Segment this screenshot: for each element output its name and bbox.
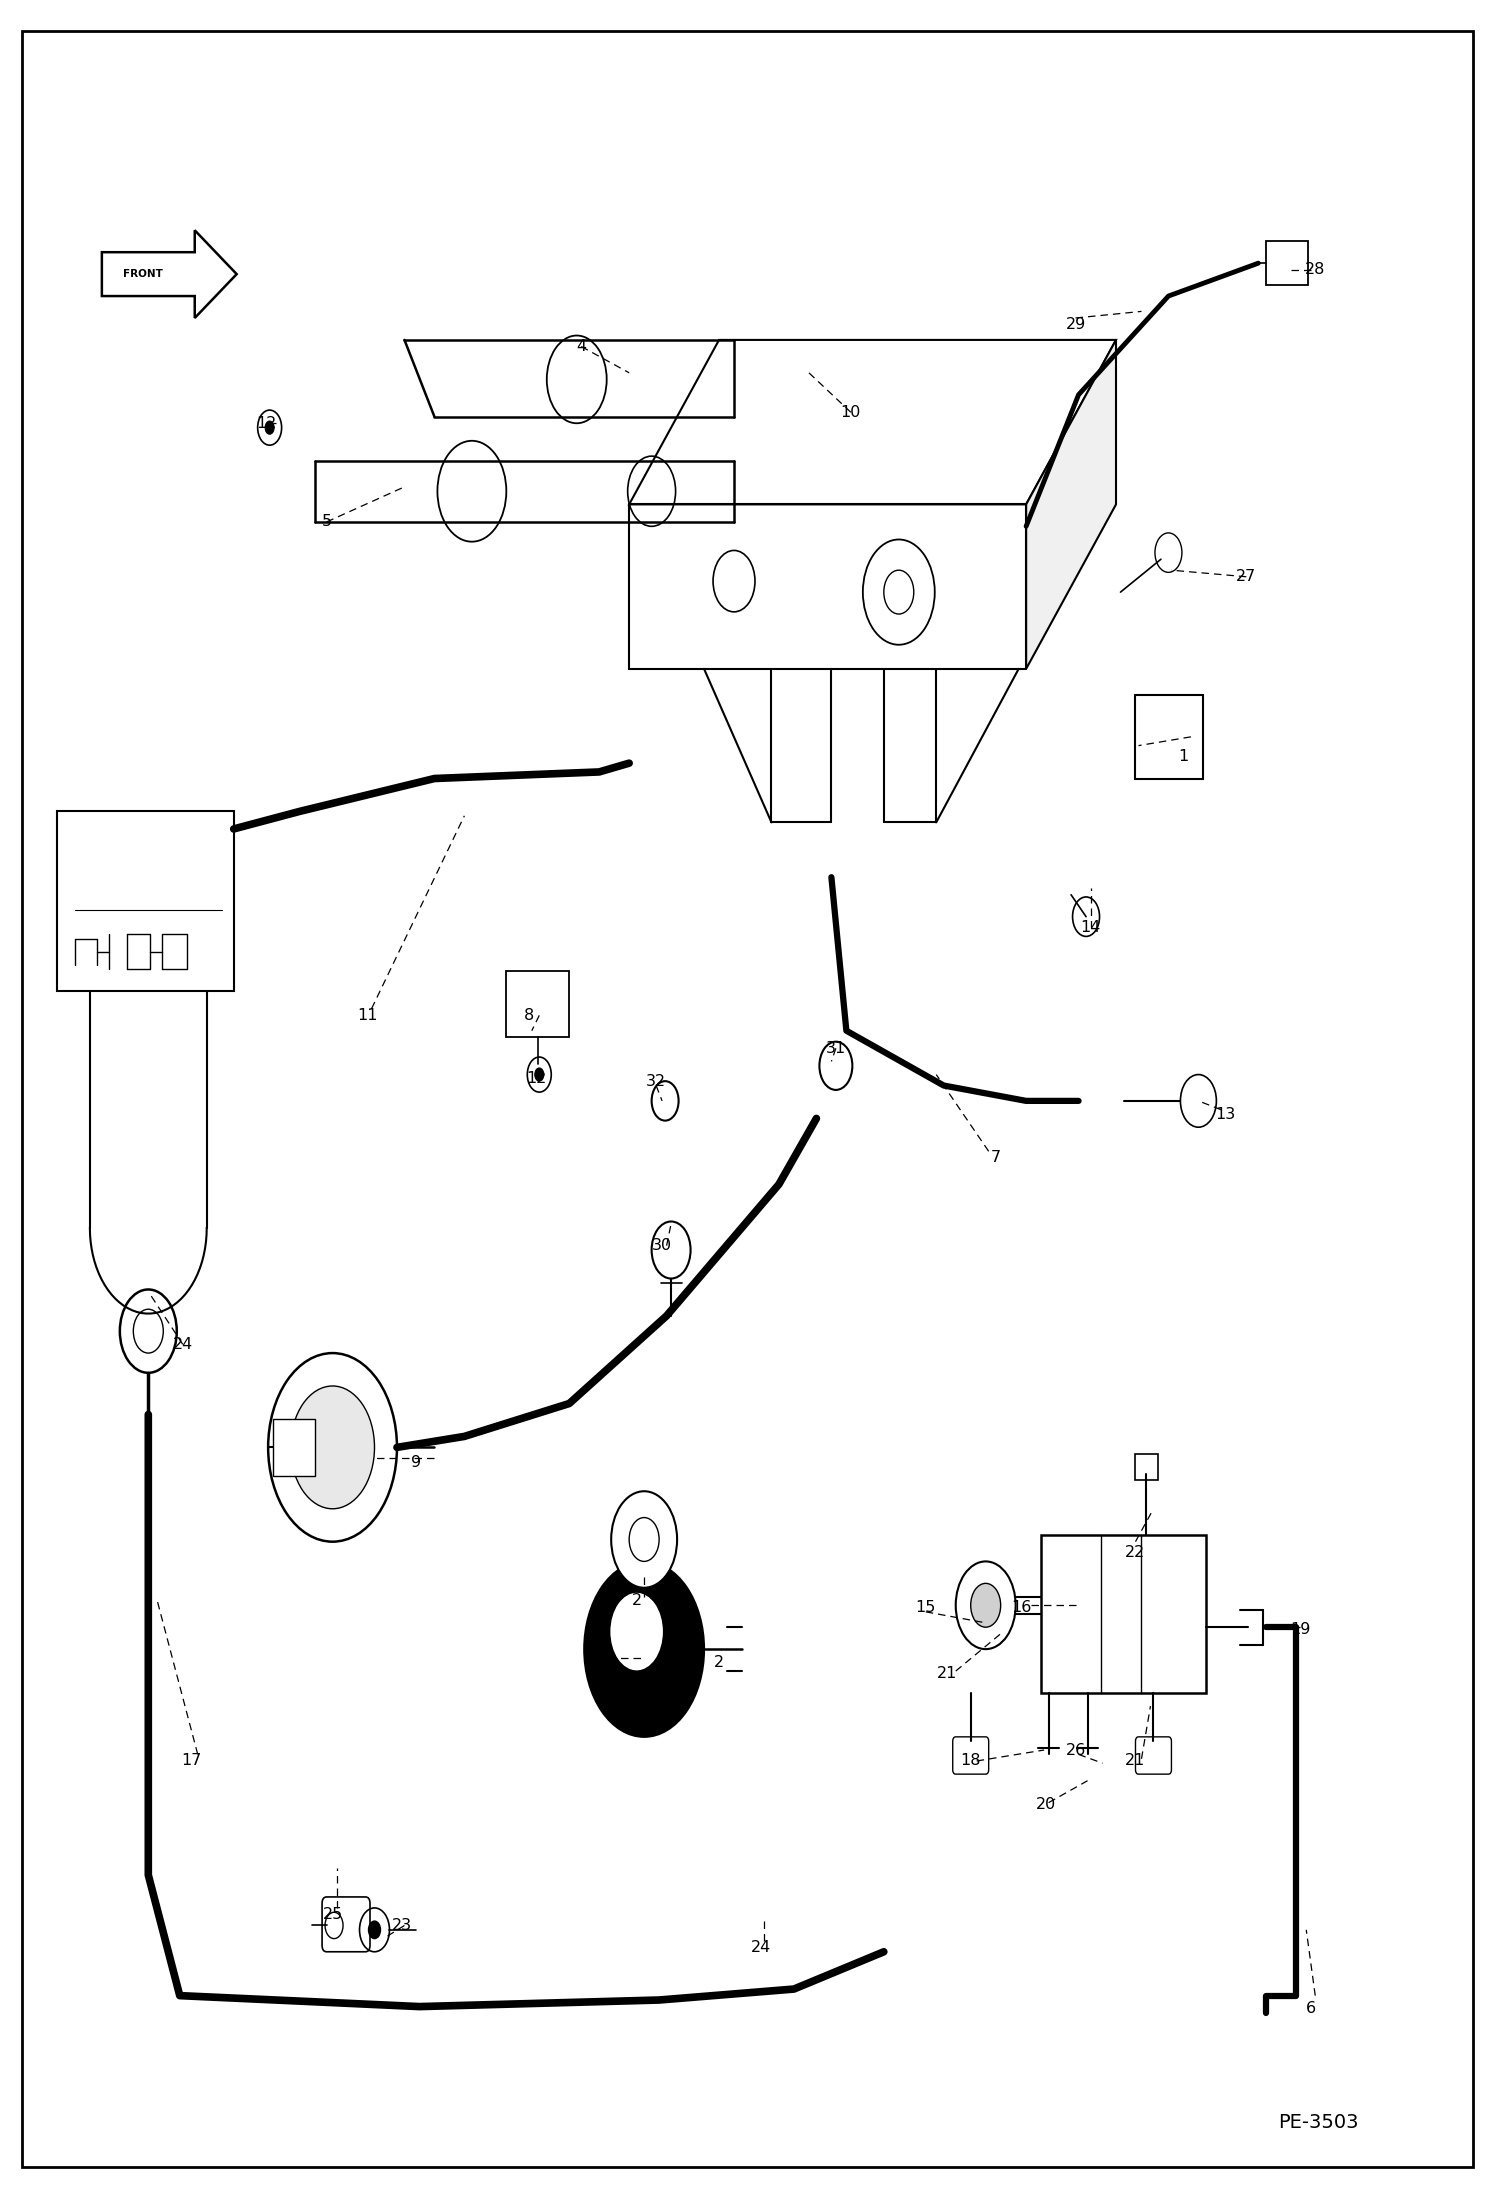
Text: 12: 12 bbox=[526, 1072, 547, 1086]
FancyBboxPatch shape bbox=[953, 1737, 989, 1774]
Text: 16: 16 bbox=[1011, 1601, 1032, 1614]
Text: 1: 1 bbox=[1179, 750, 1188, 763]
FancyBboxPatch shape bbox=[322, 1897, 370, 1952]
Text: 29: 29 bbox=[1065, 318, 1086, 331]
Text: 2: 2 bbox=[715, 1656, 724, 1669]
Circle shape bbox=[291, 1386, 374, 1509]
Text: 25: 25 bbox=[322, 1908, 343, 1921]
Text: 6: 6 bbox=[1306, 2002, 1315, 2015]
Text: 22: 22 bbox=[1125, 1546, 1146, 1559]
Circle shape bbox=[971, 1583, 1001, 1627]
Text: 31: 31 bbox=[825, 1042, 846, 1055]
Polygon shape bbox=[102, 230, 237, 318]
Text: 4: 4 bbox=[577, 340, 586, 353]
FancyBboxPatch shape bbox=[1135, 695, 1203, 779]
Text: 23: 23 bbox=[391, 1919, 412, 1932]
Text: 5: 5 bbox=[322, 515, 331, 529]
Text: 15: 15 bbox=[915, 1601, 936, 1614]
FancyBboxPatch shape bbox=[1135, 1737, 1171, 1774]
Text: 12: 12 bbox=[256, 417, 277, 430]
Circle shape bbox=[265, 421, 274, 434]
Circle shape bbox=[268, 1353, 397, 1542]
Text: 13: 13 bbox=[1215, 1107, 1236, 1121]
Text: 2: 2 bbox=[632, 1594, 641, 1607]
Text: 32: 32 bbox=[646, 1075, 667, 1088]
Text: 9: 9 bbox=[412, 1456, 421, 1469]
Text: 7: 7 bbox=[992, 1151, 1001, 1164]
Circle shape bbox=[535, 1068, 544, 1081]
Text: 18: 18 bbox=[960, 1754, 981, 1768]
Text: 3: 3 bbox=[595, 1651, 604, 1664]
Text: FRONT: FRONT bbox=[123, 270, 163, 279]
Text: 11: 11 bbox=[357, 1009, 377, 1022]
Text: 24: 24 bbox=[172, 1338, 193, 1351]
FancyBboxPatch shape bbox=[273, 1419, 315, 1476]
Text: 26: 26 bbox=[1065, 1743, 1086, 1757]
FancyBboxPatch shape bbox=[506, 971, 569, 1037]
Text: 17: 17 bbox=[181, 1754, 202, 1768]
FancyBboxPatch shape bbox=[1266, 241, 1308, 285]
Circle shape bbox=[610, 1592, 664, 1671]
Text: 8: 8 bbox=[524, 1009, 533, 1022]
Circle shape bbox=[611, 1491, 677, 1588]
Text: 20: 20 bbox=[1035, 1798, 1056, 1811]
Text: PE-3503: PE-3503 bbox=[1278, 2112, 1359, 2132]
Circle shape bbox=[584, 1561, 704, 1737]
Text: 28: 28 bbox=[1305, 263, 1326, 276]
Circle shape bbox=[956, 1561, 1016, 1649]
FancyBboxPatch shape bbox=[1041, 1535, 1206, 1693]
Circle shape bbox=[629, 1518, 659, 1561]
Polygon shape bbox=[629, 340, 1116, 504]
Text: 27: 27 bbox=[1236, 570, 1257, 583]
FancyBboxPatch shape bbox=[1135, 1454, 1158, 1480]
Text: 30: 30 bbox=[652, 1239, 673, 1252]
Text: 10: 10 bbox=[840, 406, 861, 419]
Text: 19: 19 bbox=[1290, 1623, 1311, 1636]
Circle shape bbox=[369, 1921, 380, 1939]
Text: 24: 24 bbox=[750, 1941, 771, 1954]
Text: 21: 21 bbox=[936, 1667, 957, 1680]
Text: 21: 21 bbox=[1125, 1754, 1146, 1768]
Polygon shape bbox=[1026, 340, 1116, 669]
FancyBboxPatch shape bbox=[57, 811, 234, 991]
Text: 14: 14 bbox=[1080, 921, 1101, 934]
